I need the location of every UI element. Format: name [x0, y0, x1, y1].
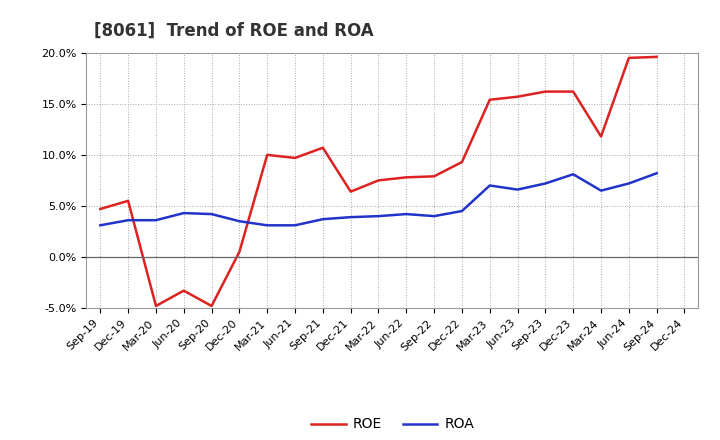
ROE — [652, 54, 661, 59]
ROE — [374, 178, 383, 183]
ROA — [263, 223, 271, 228]
ROA — [291, 223, 300, 228]
ROA — [374, 213, 383, 219]
ROE — [263, 152, 271, 158]
ROE — [346, 189, 355, 194]
ROA — [541, 181, 550, 186]
ROA — [430, 213, 438, 219]
ROA — [569, 172, 577, 177]
ROE — [235, 249, 243, 254]
ROE — [430, 174, 438, 179]
ROE — [124, 198, 132, 203]
Text: [8061]  Trend of ROE and ROA: [8061] Trend of ROE and ROA — [94, 22, 373, 40]
ROE — [485, 97, 494, 103]
ROA — [318, 216, 327, 222]
ROA — [624, 181, 633, 186]
Legend: ROE, ROA: ROE, ROA — [305, 412, 480, 437]
ROE — [624, 55, 633, 61]
ROE — [207, 303, 216, 308]
ROE — [402, 175, 410, 180]
ROE — [569, 89, 577, 94]
ROE — [541, 89, 550, 94]
ROA — [124, 217, 132, 223]
ROA — [402, 212, 410, 217]
ROE — [458, 159, 467, 165]
ROA — [458, 209, 467, 214]
ROE — [597, 134, 606, 139]
ROA — [152, 217, 161, 223]
ROA — [96, 223, 104, 228]
ROE — [96, 206, 104, 212]
ROA — [513, 187, 522, 192]
ROA — [485, 183, 494, 188]
ROE — [152, 303, 161, 308]
ROE — [179, 288, 188, 293]
Line: ROE: ROE — [100, 57, 657, 306]
ROE — [291, 155, 300, 161]
ROA — [652, 171, 661, 176]
ROA — [207, 212, 216, 217]
ROA — [346, 215, 355, 220]
Line: ROA: ROA — [100, 173, 657, 225]
ROA — [179, 210, 188, 216]
ROE — [513, 94, 522, 99]
ROE — [318, 145, 327, 150]
ROA — [597, 188, 606, 193]
ROA — [235, 219, 243, 224]
